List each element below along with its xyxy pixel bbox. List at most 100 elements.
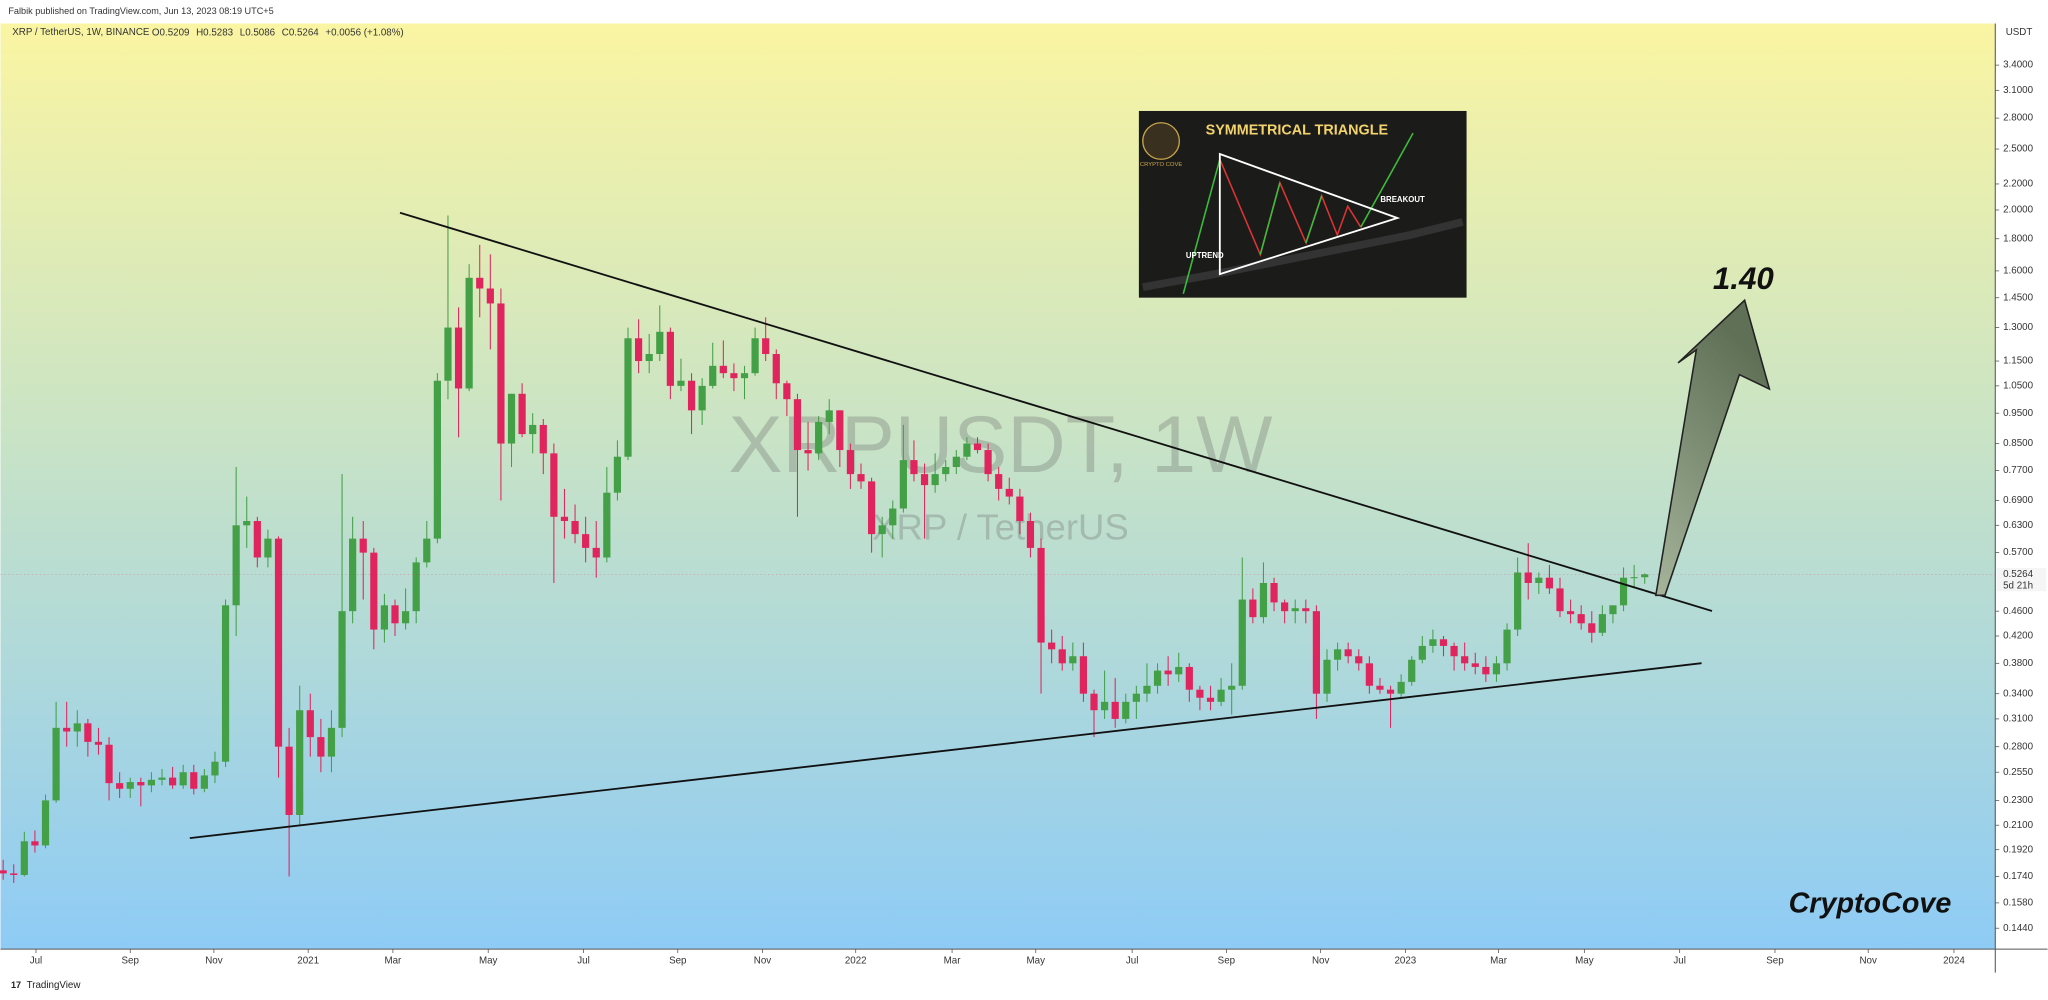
candle-body — [1492, 663, 1501, 675]
candle-body — [719, 365, 727, 374]
inset-image: CRYPTO COVE SYMMETRICAL TRIANGLE BREAKOU… — [1138, 110, 1467, 298]
candle-body — [634, 338, 643, 362]
footer-brand: TradingView — [27, 980, 82, 991]
candle-body — [243, 521, 251, 526]
candle-body — [942, 467, 950, 475]
footer: 17 TradingView — [11, 980, 81, 991]
last-price-label: 0.5264 — [2003, 569, 2033, 580]
x-tick-label: Sep — [669, 955, 687, 966]
candle-body — [444, 327, 452, 381]
candle-body — [836, 410, 844, 451]
candle-body — [751, 338, 759, 374]
support-trendline — [189, 662, 1702, 840]
candle-body — [1365, 663, 1373, 686]
y-tick-label: 2.8000 — [2003, 113, 2033, 124]
candle-body — [920, 474, 929, 486]
x-tick-label: Jul — [30, 955, 43, 966]
inset-uptrend-label: UPTREND — [1186, 251, 1224, 260]
ohlc-label: H — [196, 27, 203, 38]
axes: 3.4000 3.1000 2.8000 2.5000 2.2000 2.0000 1.80… — [0, 60, 2047, 966]
candle-body — [783, 383, 791, 400]
candle-body — [232, 525, 240, 606]
candle-body — [380, 605, 389, 630]
candle-body — [1641, 574, 1649, 578]
candle-body — [740, 373, 749, 379]
candle-body — [158, 777, 166, 780]
candle-body — [84, 723, 92, 742]
ohlc-label: L — [240, 27, 246, 38]
candle-body — [221, 605, 230, 762]
y-tick-label: 0.3800 — [2003, 658, 2033, 669]
candle-body — [1439, 639, 1448, 646]
candle-body — [889, 508, 897, 526]
x-tick-label: 2022 — [845, 955, 867, 966]
x-tick-label: 2021 — [297, 955, 319, 966]
footer-logo: 17 — [11, 980, 21, 990]
candle-body — [1323, 659, 1331, 694]
inset-breakout-line — [1360, 132, 1414, 228]
candle-body — [804, 450, 812, 454]
candle-body — [1312, 611, 1321, 694]
candle-body — [1111, 701, 1119, 719]
candle-body — [211, 761, 219, 776]
candle-body — [486, 288, 494, 304]
candle-body — [1185, 666, 1193, 690]
y-tick-label: 0.4600 — [2003, 606, 2033, 617]
candle-body — [995, 474, 1003, 489]
y-tick-label: 0.3400 — [2003, 688, 2033, 699]
candle-body — [1482, 666, 1490, 675]
candle-body — [41, 800, 50, 846]
y-tick-label: 0.5700 — [2003, 547, 2033, 558]
candle-body — [1079, 656, 1088, 694]
signature: CryptoCove — [1789, 887, 1952, 919]
x-tick-label: Nov — [754, 955, 772, 966]
ohlc-value: 0.5086 — [245, 27, 275, 38]
candle-body — [973, 443, 982, 451]
candle-body — [1545, 577, 1554, 589]
candle-body — [1100, 701, 1109, 711]
change: +0.0056 (+1.08%) — [325, 27, 403, 38]
candle-body — [179, 772, 187, 786]
candle-body — [10, 873, 18, 875]
ohlc-value: 0.5264 — [289, 27, 319, 38]
candles — [0, 215, 1649, 883]
y-tick-label: 1.8000 — [2003, 233, 2033, 244]
candle-body — [762, 338, 770, 355]
ohlc-label: C — [282, 27, 289, 38]
inset-zigzag-up — [1259, 182, 1281, 255]
candle-body — [1037, 547, 1045, 643]
candle-body — [1386, 689, 1395, 694]
candle-body — [518, 393, 526, 435]
y-tick-label: 0.4200 — [2003, 631, 2033, 642]
inset-logo-text: CRYPTO COVE — [1140, 162, 1183, 168]
candle-body — [687, 380, 696, 411]
y-tick-label: 1.1500 — [2003, 356, 2033, 367]
x-tick-label: Nov — [205, 955, 223, 966]
candle-body — [1143, 685, 1151, 694]
candle-body — [1609, 605, 1617, 615]
candle-body — [1217, 689, 1225, 702]
x-tick-label: Mar — [384, 955, 402, 966]
y-tick-label: 0.2100 — [2003, 820, 2033, 831]
candle-body — [952, 456, 960, 468]
candle-body — [825, 410, 833, 422]
candle-body — [793, 399, 802, 451]
candle-body — [560, 516, 569, 522]
candle-body — [423, 538, 431, 563]
x-tick-label: May — [1575, 955, 1594, 966]
y-tick-label: 2.5000 — [2003, 144, 2033, 155]
candle-body — [1566, 611, 1575, 615]
candle-body — [1344, 649, 1352, 657]
ohlc-value: 0.5283 — [203, 27, 233, 38]
candle-body — [1588, 623, 1596, 633]
candle-body — [412, 562, 420, 612]
candle-body — [1206, 697, 1215, 702]
candle-body — [105, 744, 113, 784]
candle-body — [603, 492, 611, 558]
candle-body — [126, 782, 134, 789]
candle-body — [815, 421, 823, 454]
candle-body — [899, 460, 907, 509]
candle-body — [730, 373, 738, 379]
candle-body — [1429, 639, 1437, 646]
